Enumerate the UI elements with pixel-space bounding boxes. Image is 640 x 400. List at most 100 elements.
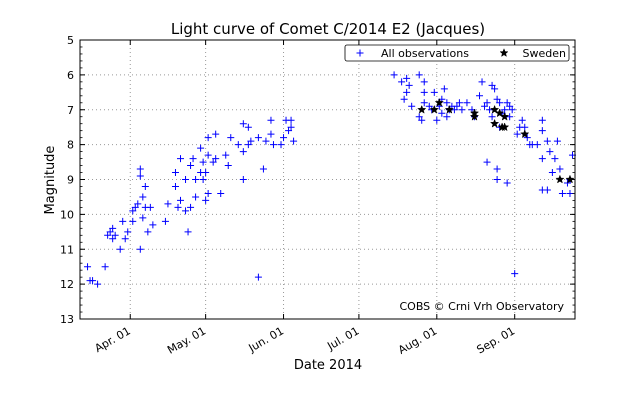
legend-plus-icon — [356, 49, 364, 57]
observation-point — [463, 99, 471, 107]
sweden-point — [520, 129, 530, 139]
y-tick-label: 7 — [67, 104, 74, 117]
observation-point — [111, 231, 119, 239]
observation-point — [556, 165, 564, 173]
observation-point — [433, 116, 441, 124]
observation-point — [458, 106, 466, 114]
observation-point — [440, 85, 448, 93]
y-tick-label: 11 — [60, 243, 74, 256]
observation-point — [89, 277, 97, 285]
observation-point — [405, 81, 413, 89]
observation-point — [192, 176, 200, 183]
observation-point — [483, 99, 491, 107]
observation-point — [184, 228, 192, 236]
sweden-point — [444, 104, 455, 114]
sweden-point — [489, 118, 500, 128]
observation-point — [400, 95, 408, 103]
observation-point — [280, 134, 288, 142]
observation-point — [84, 263, 92, 271]
observation-point — [553, 137, 561, 145]
observation-point — [139, 193, 147, 201]
sweden-point — [489, 104, 500, 114]
observation-point — [476, 92, 484, 100]
sweden-point — [555, 174, 565, 184]
observation-point — [177, 155, 185, 163]
observation-point — [124, 228, 132, 236]
observation-point — [164, 200, 172, 208]
observation-point — [234, 141, 242, 149]
legend-label-sweden: Sweden — [523, 47, 566, 60]
observation-point — [239, 120, 247, 128]
observation-point — [197, 144, 205, 152]
observation-point — [129, 217, 137, 225]
observation-point — [259, 165, 267, 173]
observation-point — [204, 151, 212, 159]
observation-point — [420, 88, 428, 96]
observation-point — [558, 189, 566, 197]
observation-point — [262, 137, 270, 145]
observation-point — [269, 141, 277, 149]
observation-point — [496, 99, 504, 107]
y-tick-label: 8 — [67, 139, 74, 152]
observation-point — [146, 203, 154, 211]
observation-point — [513, 130, 521, 138]
observation-point — [182, 207, 190, 215]
observation-point — [227, 134, 235, 142]
observation-point — [217, 189, 225, 197]
x-tick-label: May. 01 — [165, 324, 208, 356]
observation-point — [538, 116, 546, 124]
observation-point — [239, 176, 247, 183]
observation-point — [199, 158, 207, 166]
observation-point — [443, 113, 451, 121]
observation-point — [418, 116, 426, 124]
observation-point — [491, 85, 499, 93]
y-tick-label: 13 — [60, 313, 74, 326]
observation-point — [420, 78, 428, 86]
observation-point — [174, 203, 182, 211]
observation-point — [403, 74, 411, 82]
legend-box — [344, 44, 570, 62]
observation-point — [287, 123, 295, 131]
observation-point — [398, 78, 406, 86]
observation-point — [538, 127, 546, 135]
observation-point — [101, 263, 109, 271]
observation-point — [149, 221, 157, 229]
y-axis-label: Magnitude — [43, 146, 58, 215]
observation-point — [141, 182, 149, 190]
observation-point — [508, 106, 516, 114]
grid — [80, 40, 575, 319]
observation-point — [136, 172, 144, 180]
observation-point — [478, 78, 486, 86]
observation-point — [119, 217, 127, 225]
x-tick-label: Jun. 01 — [246, 324, 286, 355]
observation-point — [94, 280, 102, 288]
y-tick-label: 6 — [67, 69, 74, 82]
sweden-point — [499, 122, 510, 132]
observation-point — [204, 134, 212, 142]
observation-point — [390, 71, 398, 79]
observation-point — [199, 176, 207, 183]
x-tick-label: Jul. 01 — [324, 324, 361, 353]
copyright-annotation: COBS © Crni Vrh Observatory — [399, 300, 564, 313]
observation-point — [254, 273, 262, 281]
observation-point — [420, 99, 428, 107]
observation-point — [438, 109, 446, 117]
observation-point — [493, 176, 501, 183]
observation-point — [566, 189, 574, 197]
observation-point — [543, 137, 551, 145]
observation-point — [182, 176, 190, 183]
observation-point — [533, 141, 541, 149]
x-tick-label: Apr. 01 — [92, 324, 132, 355]
observation-point — [483, 158, 491, 166]
sweden-point — [434, 97, 444, 107]
y-tick-label: 9 — [67, 174, 74, 187]
observation-point — [403, 88, 411, 96]
observation-point — [136, 165, 144, 173]
legend-star-icon — [499, 48, 509, 57]
observation-point — [538, 155, 546, 163]
x-axis-label: Date 2014 — [294, 358, 362, 373]
chart-title: Light curve of Comet C/2014 E2 (Jacques) — [171, 20, 485, 38]
observation-point — [224, 162, 232, 170]
observation-point — [551, 155, 559, 163]
observation-point — [415, 71, 423, 79]
